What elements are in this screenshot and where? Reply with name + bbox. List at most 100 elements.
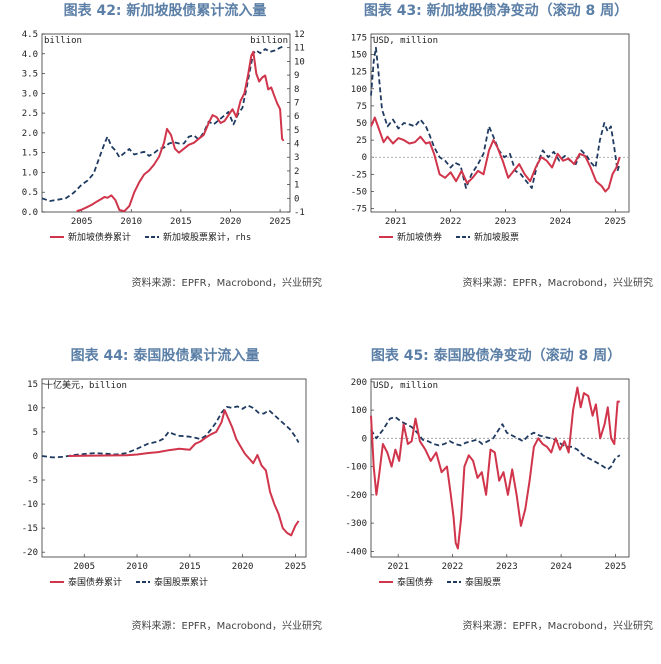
x-tick-label: 2021 xyxy=(385,217,407,227)
x-tick-label: 2024 xyxy=(550,217,572,227)
y2-tick-label: 7 xyxy=(294,98,299,108)
chart-sg-cumulative: 0.00.51.01.52.02.53.03.54.04.5-101234567… xyxy=(22,30,305,243)
x-tick-label: 2023 xyxy=(495,217,517,227)
y-tick-label: 1.5 xyxy=(22,149,38,159)
y2-tick-label: 8 xyxy=(294,85,299,95)
plot-frame xyxy=(370,378,630,558)
x-tick-label: 2010 xyxy=(126,562,148,572)
y-tick-label: -300 xyxy=(345,519,367,529)
x-tick-label: 2005 xyxy=(73,562,95,572)
y-tick-label: 4.0 xyxy=(22,50,38,60)
y-tick-label: 2.0 xyxy=(22,129,38,139)
y2-tick-label: -1 xyxy=(294,208,305,218)
legend-label-1: 新加坡股票 xyxy=(474,231,519,243)
series-line-0 xyxy=(76,50,285,213)
y-tick-label: -200 xyxy=(345,491,367,501)
y-tick-label: -400 xyxy=(345,547,367,557)
y-tick-label: -100 xyxy=(345,463,367,473)
y2-tick-label: 11 xyxy=(294,44,305,54)
x-tick-label: 2022 xyxy=(442,562,464,572)
y-tick-label: 15 xyxy=(27,380,38,390)
series-line-0 xyxy=(68,409,300,537)
y-tick-label: -75 xyxy=(351,205,367,215)
y2-tick-label: 9 xyxy=(294,71,299,81)
panel-title: 图表 42: 新加坡股债累计流入量 xyxy=(63,3,267,19)
panel-title: 图表 45: 泰国股债净变动（滚动 8 周） xyxy=(370,348,622,364)
y-tick-label: 0 xyxy=(362,434,367,444)
x-tick-label: 2024 xyxy=(550,562,572,572)
x-tick-label: 2025 xyxy=(604,217,626,227)
y-tick-label: 100 xyxy=(351,406,367,416)
y-tick-label: -25 xyxy=(351,170,367,180)
legend-label-0: 泰国债券累计 xyxy=(68,576,122,588)
panel-th-cumulative: 图表 44: 泰国股债累计流入量 -20 -15 -10 -5 0 5 10 15 2005 20… xyxy=(0,345,330,664)
y-axis-unit: USD, million xyxy=(373,36,438,46)
y-tick-label: 75 xyxy=(356,102,367,112)
y2-tick-label: 6 xyxy=(294,112,299,122)
y-axis-unit: 十亿美元，billion xyxy=(44,379,127,391)
x-tick-label: 2020 xyxy=(232,562,254,572)
y-tick-label: -5 xyxy=(27,476,38,486)
x-tick-label: 2025 xyxy=(605,562,627,572)
legend-label-0: 新加坡债券 xyxy=(397,231,442,243)
y-tick-label: 0.0 xyxy=(22,208,38,218)
x-tick-label: 2020 xyxy=(220,217,242,227)
y-tick-label: 3.0 xyxy=(22,89,38,99)
panel-th-net-change: 图表 45: 泰国股债净变动（滚动 8 周） -400 -300 -200 -100 0… xyxy=(331,345,661,664)
chart-th-net-change: -400 -300 -200 -100 0 100 200 2021 2022 2023 2024 2… xyxy=(345,378,630,588)
panel-title: 图表 43: 新加坡股债净变动（滚动 8 周） xyxy=(363,3,629,19)
y-tick-label: 0.5 xyxy=(22,188,38,198)
plot-frame xyxy=(370,33,630,213)
plot-frame xyxy=(41,378,307,558)
series-line-1 xyxy=(41,45,284,202)
series-line-1 xyxy=(370,416,621,471)
y2-tick-label: 10 xyxy=(294,57,305,67)
chart-sg-net-change: -75 -50 -25 0 25 50 75 100 125 150 175 2021 2022 2023… xyxy=(351,33,630,243)
y-tick-label: 25 xyxy=(356,136,367,146)
y2-tick-label: 4 xyxy=(294,140,299,150)
x-tick-label: 2025 xyxy=(285,562,307,572)
series-line-1 xyxy=(41,404,300,459)
y-tick-label: -15 xyxy=(22,524,38,534)
y-tick-label: 10 xyxy=(27,404,38,414)
x-tick-label: 2010 xyxy=(120,217,142,227)
y-tick-label: 50 xyxy=(356,119,367,129)
legend-label-1: 新加坡股票累计，rhs xyxy=(163,231,251,243)
y-tick-label: -20 xyxy=(22,548,38,558)
series-line-0 xyxy=(370,116,621,193)
legend-label-0: 新加坡债券累计 xyxy=(68,231,131,243)
y2-tick-label: 12 xyxy=(294,30,305,40)
chart-th-cumulative: -20 -15 -10 -5 0 5 10 15 2005 2010 2015 2020 2025 十亿美… xyxy=(22,378,307,588)
y-tick-label: 5 xyxy=(33,428,38,438)
y-tick-label: 4.5 xyxy=(22,30,38,40)
x-tick-label: 2015 xyxy=(179,562,201,572)
y-tick-label: 200 xyxy=(351,378,367,388)
y-tick-label: 1.0 xyxy=(22,168,38,178)
y-tick-label: 100 xyxy=(351,85,367,95)
y2-axis-unit: billion xyxy=(250,36,288,46)
x-tick-label: 2005 xyxy=(71,217,93,227)
y-tick-label: -10 xyxy=(22,500,38,510)
y-tick-label: 175 xyxy=(351,33,367,43)
y2-tick-label: 5 xyxy=(294,126,299,136)
panel-sg-cumulative: 图表 42: 新加坡股债累计流入量 0.0 0.5 1.0 1.5 2.0 2.5 3.0 3… xyxy=(0,0,330,319)
y-tick-label: 125 xyxy=(351,68,367,78)
x-tick-label: 2023 xyxy=(496,562,518,572)
x-tick-label: 2022 xyxy=(440,217,462,227)
y-tick-label: 0 xyxy=(33,452,38,462)
y-tick-label: 0 xyxy=(362,153,367,163)
legend-label-0: 泰国债券 xyxy=(397,576,433,588)
series-line-0 xyxy=(370,386,620,550)
plot-frame xyxy=(41,33,291,213)
source-note: 资料来源：EPFR，Macrobond，兴业研究 xyxy=(131,278,322,289)
source-note: 资料来源：EPFR，Macrobond，兴业研究 xyxy=(462,278,653,289)
x-tick-label: 2015 xyxy=(170,217,192,227)
series-line-1 xyxy=(370,46,621,189)
y-axis-unit: billion xyxy=(44,36,82,46)
y-tick-label: 3.5 xyxy=(22,70,38,80)
source-note: 资料来源：EPFR，Macrobond，兴业研究 xyxy=(462,621,653,632)
y-axis-unit: USD, million xyxy=(373,381,438,391)
legend-label-1: 泰国股票累计 xyxy=(154,576,208,588)
y2-tick-label: 3 xyxy=(294,153,299,163)
y2-tick-label: 0 xyxy=(294,194,299,204)
